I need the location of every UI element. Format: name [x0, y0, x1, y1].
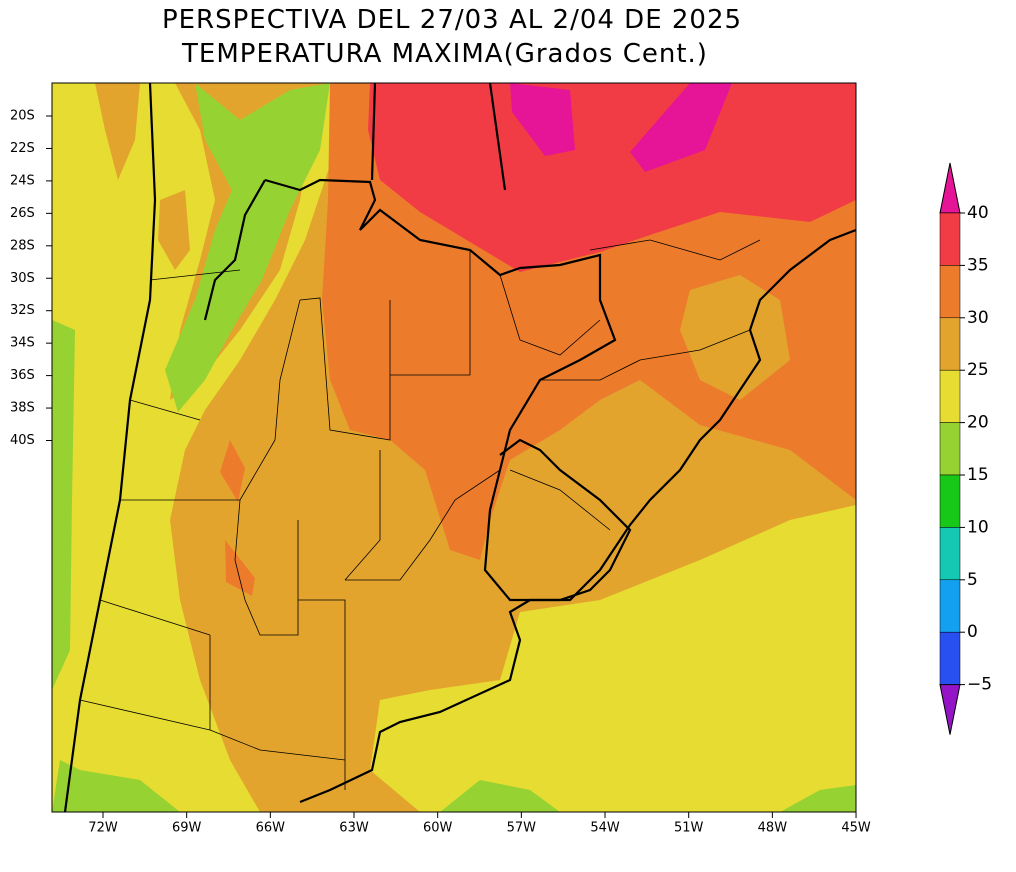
- lon-label: 66W: [256, 821, 286, 836]
- colorbar-label: 35: [967, 255, 989, 275]
- lon-label: 48W: [758, 821, 788, 836]
- lon-label: 69W: [172, 821, 202, 836]
- colorbar-label: 25: [967, 360, 989, 380]
- lat-label: 30S: [10, 271, 35, 286]
- lon-label: 45W: [841, 821, 871, 836]
- colorbar-label: 40: [967, 203, 989, 223]
- colorbar-box: [939, 265, 961, 319]
- lat-label: 36S: [10, 368, 35, 383]
- map: [52, 83, 856, 812]
- lon-label: 54W: [590, 821, 620, 836]
- colorbar-box: [939, 212, 961, 266]
- colorbar-below: [939, 684, 961, 735]
- lat-label: 28S: [10, 238, 35, 253]
- colorbar-label: −5: [967, 675, 992, 695]
- lat-label: 40S: [10, 433, 35, 448]
- colorbar-box: [939, 422, 961, 476]
- colorbar-box: [939, 527, 961, 581]
- colorbar-box: [939, 579, 961, 633]
- colorbar-box: [939, 631, 961, 685]
- title-line: TEMPERATURA MAXIMA(Grados Cent.): [181, 39, 708, 69]
- colorbar-box: [939, 369, 961, 423]
- lon-label: 57W: [507, 821, 537, 836]
- colorbar-box: [939, 474, 961, 528]
- colorbar-label: 0: [967, 622, 978, 642]
- lat-label: 22S: [10, 141, 35, 156]
- title-line: PERSPECTIVA DEL 27/03 AL 2/04 DE 2025: [162, 5, 742, 35]
- lon-label: 60W: [423, 821, 453, 836]
- lat-label: 26S: [10, 206, 35, 221]
- colorbar-label: 5: [967, 570, 978, 590]
- lat-label: 24S: [10, 173, 35, 188]
- lat-label: 34S: [10, 336, 35, 351]
- lon-label: 63W: [339, 821, 369, 836]
- colorbar-above: [939, 162, 961, 214]
- plot-frame: [51, 82, 857, 813]
- lat-label: 20S: [10, 109, 35, 124]
- colorbar-label: 30: [967, 308, 989, 328]
- lon-label: 72W: [88, 821, 118, 836]
- colorbar-label: 20: [967, 413, 989, 433]
- colorbar-label: 15: [967, 465, 989, 485]
- lon-label: 51W: [674, 821, 704, 836]
- colorbar-box: [939, 317, 961, 371]
- lat-label: 32S: [10, 303, 35, 318]
- colorbar-label: 10: [967, 517, 989, 537]
- lat-label: 38S: [10, 401, 35, 416]
